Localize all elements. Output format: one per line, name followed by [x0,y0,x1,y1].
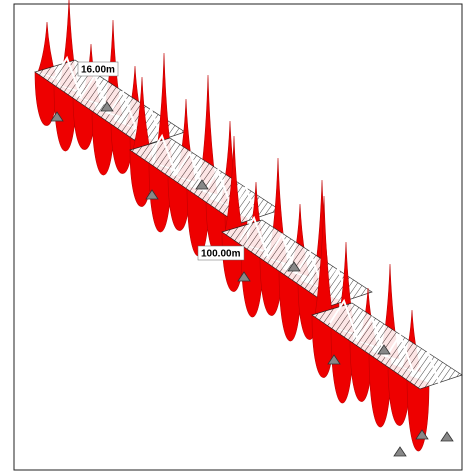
model-view: 16.00m 100.00m [0,0,470,475]
span-label: 100.00m [201,249,241,260]
screenshot: 16.00m 100.00m [0,0,470,475]
span-label: 16.00m [81,65,115,76]
